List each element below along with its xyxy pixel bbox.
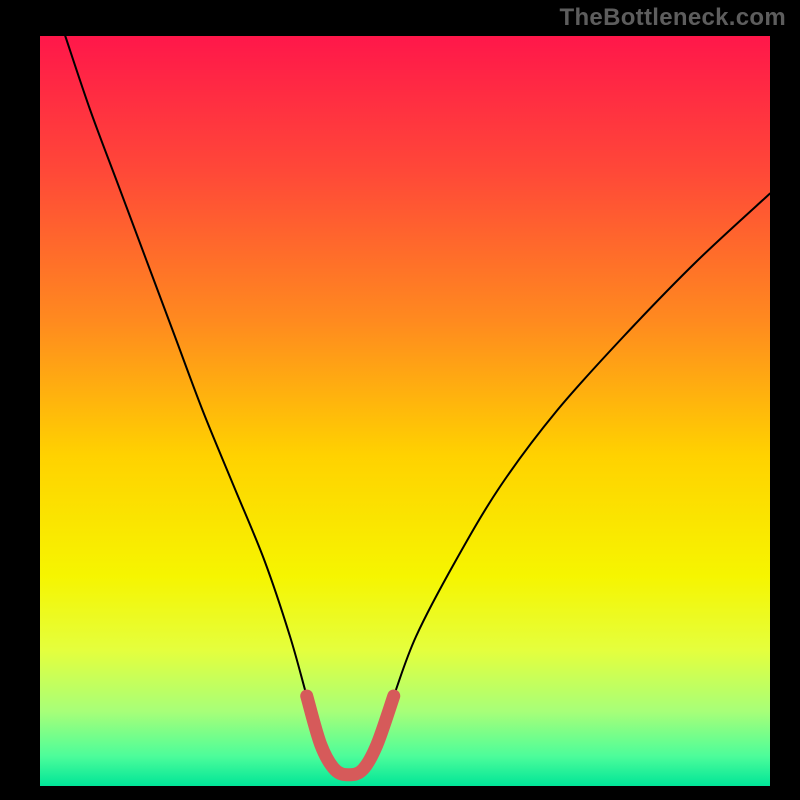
plot-background <box>40 36 770 786</box>
bottleneck-chart <box>0 0 800 800</box>
watermark-label: TheBottleneck.com <box>560 4 786 32</box>
chart-stage: TheBottleneck.com <box>0 0 800 800</box>
